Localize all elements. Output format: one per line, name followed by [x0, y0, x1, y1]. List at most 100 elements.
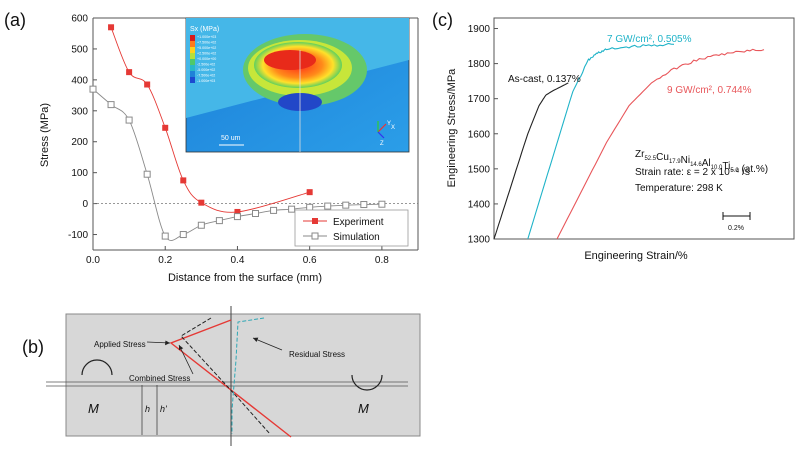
- y-tick-label: -100: [68, 230, 88, 241]
- y-tick-label: 1300: [468, 235, 491, 246]
- legend-simulation-marker: [311, 232, 319, 240]
- moment-arrow-right: [351, 374, 383, 391]
- experiment-point: [144, 81, 151, 88]
- simulation-point: [143, 170, 151, 178]
- simulation-point: [215, 217, 223, 225]
- simulation-point: [161, 232, 169, 240]
- panel-c-y-label: Engineering Stress/MPa: [446, 68, 458, 187]
- simulation-points: [89, 85, 386, 240]
- panel-a-y-ticks: -100 0 100 200 300 400 500 600: [68, 14, 97, 241]
- inset-contour-level: -2.500e+02: [197, 63, 215, 67]
- y-tick-label: 1400: [468, 199, 491, 210]
- experiment-point: [126, 69, 133, 76]
- inset-contour-level: -7.500e+02: [197, 74, 215, 78]
- inset-contour-level: +0.000e+00: [197, 57, 216, 61]
- y-tick-label: 400: [71, 75, 88, 86]
- y-tick-label: 500: [71, 44, 88, 55]
- simulation-point: [179, 231, 187, 239]
- legend-simulation-label: Simulation: [333, 232, 380, 243]
- strain-scale-bar: [722, 212, 751, 220]
- y-tick-label: 1700: [468, 94, 491, 105]
- label-7gw: 7 GW/cm², 0.505%: [607, 34, 692, 45]
- simulation-point: [342, 201, 350, 209]
- simulation-point: [125, 116, 133, 124]
- strain-scale-label: 0.2%: [728, 225, 744, 232]
- moment-arrow-left: [81, 359, 113, 376]
- residual-stress-line: [231, 317, 265, 434]
- panel-c-label: (c): [432, 10, 453, 30]
- alloy-composition: Zr52.5Cu17.9Ni14.6Al10.0Ti5.0 (at.%): [635, 149, 768, 175]
- experiment-point: [180, 177, 187, 184]
- inset-legend-title: Sx (MPa): [190, 26, 219, 33]
- combined-stress-label: Combined Stress: [129, 374, 190, 383]
- legend-experiment-label: Experiment: [333, 217, 384, 228]
- inset-scale-label: 50 um: [221, 135, 241, 142]
- applied-stress-label: Applied Stress: [94, 340, 146, 349]
- y-tick-label: 300: [71, 106, 88, 117]
- y-tick-label: 1500: [468, 164, 491, 175]
- y-tick-label: 600: [71, 14, 88, 25]
- h-prime-label: h': [160, 404, 167, 414]
- inset-axis-x: X: [391, 125, 395, 131]
- inset-contour-level: +2.500e+02: [197, 52, 216, 56]
- y-tick-label: 200: [71, 137, 88, 148]
- panel-c-x-label: Engineering Strain/%: [584, 250, 688, 262]
- panel-c-axes: [493, 17, 795, 240]
- x-tick-label: 0.6: [303, 255, 317, 266]
- experiment-point: [234, 208, 241, 215]
- simulation-point: [197, 221, 205, 229]
- simulation-point: [360, 201, 368, 209]
- simulation-point: [378, 200, 386, 208]
- legend-experiment-marker: [312, 218, 318, 224]
- simulation-point: [270, 206, 278, 214]
- fem-contour-inset: +1.000e+03 +7.500e+02+5.000e+02 +2.500e+02…: [185, 17, 410, 153]
- y-tick-label: 1900: [468, 24, 491, 35]
- beam-diagram: [46, 306, 421, 446]
- inset-contour-level: -5.000e+02: [197, 68, 215, 72]
- experiment-point: [198, 199, 205, 206]
- simulation-point: [233, 213, 241, 221]
- x-tick-label: 0.0: [86, 255, 100, 266]
- panel-b-label: (b): [22, 337, 44, 357]
- inset-contour-level: +1.000e+03: [197, 35, 216, 39]
- experiment-point: [108, 24, 115, 31]
- curve-as-cast: [493, 82, 569, 240]
- inset-contour-level: -1.000e+03: [197, 79, 215, 83]
- simulation-point: [89, 85, 97, 93]
- inset-contour-level: +7.500e+02: [197, 41, 216, 45]
- simulation-point: [107, 101, 115, 109]
- inset-axis-y: Y: [387, 121, 391, 127]
- moment-label-right: M: [358, 401, 369, 416]
- panel-a-x-ticks: 0.0 0.2 0.4 0.6 0.8: [86, 246, 389, 266]
- residual-stress-label: Residual Stress: [289, 350, 345, 359]
- simulation-point: [288, 205, 296, 213]
- label-as-cast: As-cast, 0.137%: [508, 74, 581, 85]
- experiment-point: [162, 124, 169, 131]
- simulation-point: [252, 209, 259, 217]
- h-label: h: [145, 404, 150, 414]
- y-tick-label: 1800: [468, 59, 491, 70]
- inset-axis-triad: [377, 121, 387, 139]
- x-tick-label: 0.2: [158, 255, 172, 266]
- curve-7gw: [527, 42, 675, 240]
- strain-rate-label: Strain rate: ε = 2 x 10⁻⁴ /s: [635, 167, 750, 178]
- y-tick-label: 1600: [468, 129, 491, 140]
- inset-axis-z: Z: [380, 141, 384, 147]
- panel-a-y-label: Stress (MPa): [39, 103, 51, 167]
- applied-stress-line: [169, 319, 292, 438]
- temperature-label: Temperature: 298 K: [635, 183, 723, 194]
- moment-label-left: M: [88, 401, 99, 416]
- curve-9gw: [556, 48, 765, 240]
- x-tick-label: 0.8: [375, 255, 389, 266]
- panel-a-label: (a): [4, 10, 26, 30]
- y-tick-label: 100: [71, 168, 88, 179]
- label-9gw: 9 GW/cm², 0.744%: [667, 85, 752, 96]
- x-tick-label: 0.4: [230, 255, 244, 266]
- simulation-point: [324, 202, 332, 210]
- y-tick-label: 0: [82, 199, 88, 210]
- experiment-point: [306, 189, 313, 196]
- experiment-points: [108, 24, 313, 215]
- panel-c-y-ticks: 1300 1400 1500 1600 1700 1800 1900: [468, 24, 498, 246]
- panel-a-legend: [294, 209, 409, 247]
